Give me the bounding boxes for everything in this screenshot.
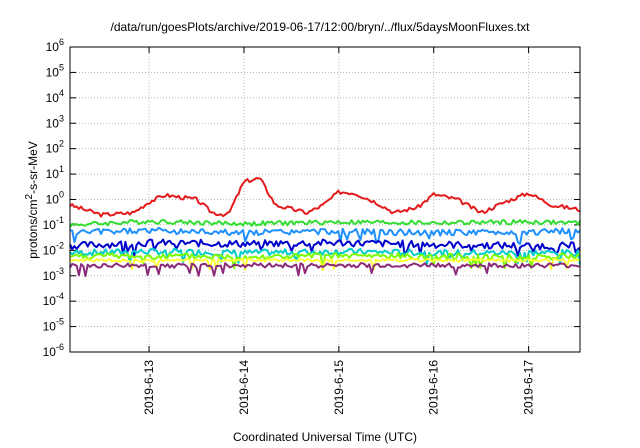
y-tick-label-base: 10 <box>46 40 60 54</box>
series-line <box>69 252 581 269</box>
y-tick-label-exponent: 1 <box>59 164 64 174</box>
y-tick-label-exponent: -6 <box>56 342 64 352</box>
y-tick-label-base: 10 <box>46 142 60 156</box>
y-tick-label: 10-2 <box>43 240 64 257</box>
y-tick-label: 100 <box>46 190 64 207</box>
y-tick-label: 10-5 <box>43 317 64 334</box>
x-tick-label: 2019-6-15 <box>332 360 346 415</box>
series-line <box>69 218 581 228</box>
x-axis-label: Coordinated Universal Time (UTC) <box>232 430 418 444</box>
series-line <box>69 238 581 257</box>
y-tick-label-base: 10 <box>46 65 60 79</box>
y-tick-label: 10-3 <box>43 266 64 283</box>
y-tick-label-exponent: -4 <box>56 291 64 301</box>
y-tick-label: 10-6 <box>43 342 64 359</box>
series-line <box>69 247 581 266</box>
series-line <box>69 177 581 218</box>
y-tick-label-base: 10 <box>43 269 57 283</box>
x-tick-label: 2019-6-14 <box>237 360 251 415</box>
x-tick-label: 2019-6-17 <box>522 360 536 415</box>
y-tick-label-base: 10 <box>43 320 57 334</box>
y-tick-label: 104 <box>46 88 64 105</box>
y-tick-label-exponent: 5 <box>59 62 64 72</box>
y-tick-label-base: 10 <box>43 218 57 232</box>
y-tick-label: 101 <box>46 164 64 181</box>
x-tick-label: 2019-6-16 <box>427 360 441 415</box>
y-tick-label-exponent: 3 <box>59 113 64 123</box>
y-tick-label-base: 10 <box>46 91 60 105</box>
y-tick-label-base: 10 <box>46 193 60 207</box>
y-tick-label-exponent: 6 <box>59 37 64 47</box>
series-line <box>69 226 581 246</box>
y-tick-label-base: 10 <box>43 294 57 308</box>
y-tick-label: 103 <box>46 113 64 130</box>
y-tick-label: 105 <box>46 62 64 79</box>
y-tick-label-base: 10 <box>43 243 57 257</box>
y-tick-label-exponent: 4 <box>59 88 64 98</box>
y-tick-label-base: 10 <box>46 167 60 181</box>
y-tick-label: 106 <box>46 37 64 54</box>
y-tick-label-exponent: -5 <box>56 317 64 327</box>
y-tick-label-base: 10 <box>43 345 57 359</box>
x-tick-label: 2019-6-13 <box>142 360 156 415</box>
y-tick-label-base: 10 <box>46 116 60 130</box>
y-tick-label-exponent: 2 <box>59 139 64 149</box>
plot-frame <box>69 46 581 353</box>
y-tick-label: 10-4 <box>43 291 64 308</box>
y-tick-label: 102 <box>46 139 64 156</box>
series-line <box>69 257 580 272</box>
series-line <box>69 262 581 278</box>
y-tick-label-exponent: -3 <box>56 266 64 276</box>
y-tick-label-exponent: -2 <box>56 240 64 250</box>
chart-title: /data/run/goesPlots/archive/2019-06-17/1… <box>110 20 530 34</box>
y-tick-label-exponent: -1 <box>56 215 64 225</box>
y-tick-label: 10-1 <box>43 215 64 232</box>
y-tick-label-exponent: 0 <box>59 190 64 200</box>
